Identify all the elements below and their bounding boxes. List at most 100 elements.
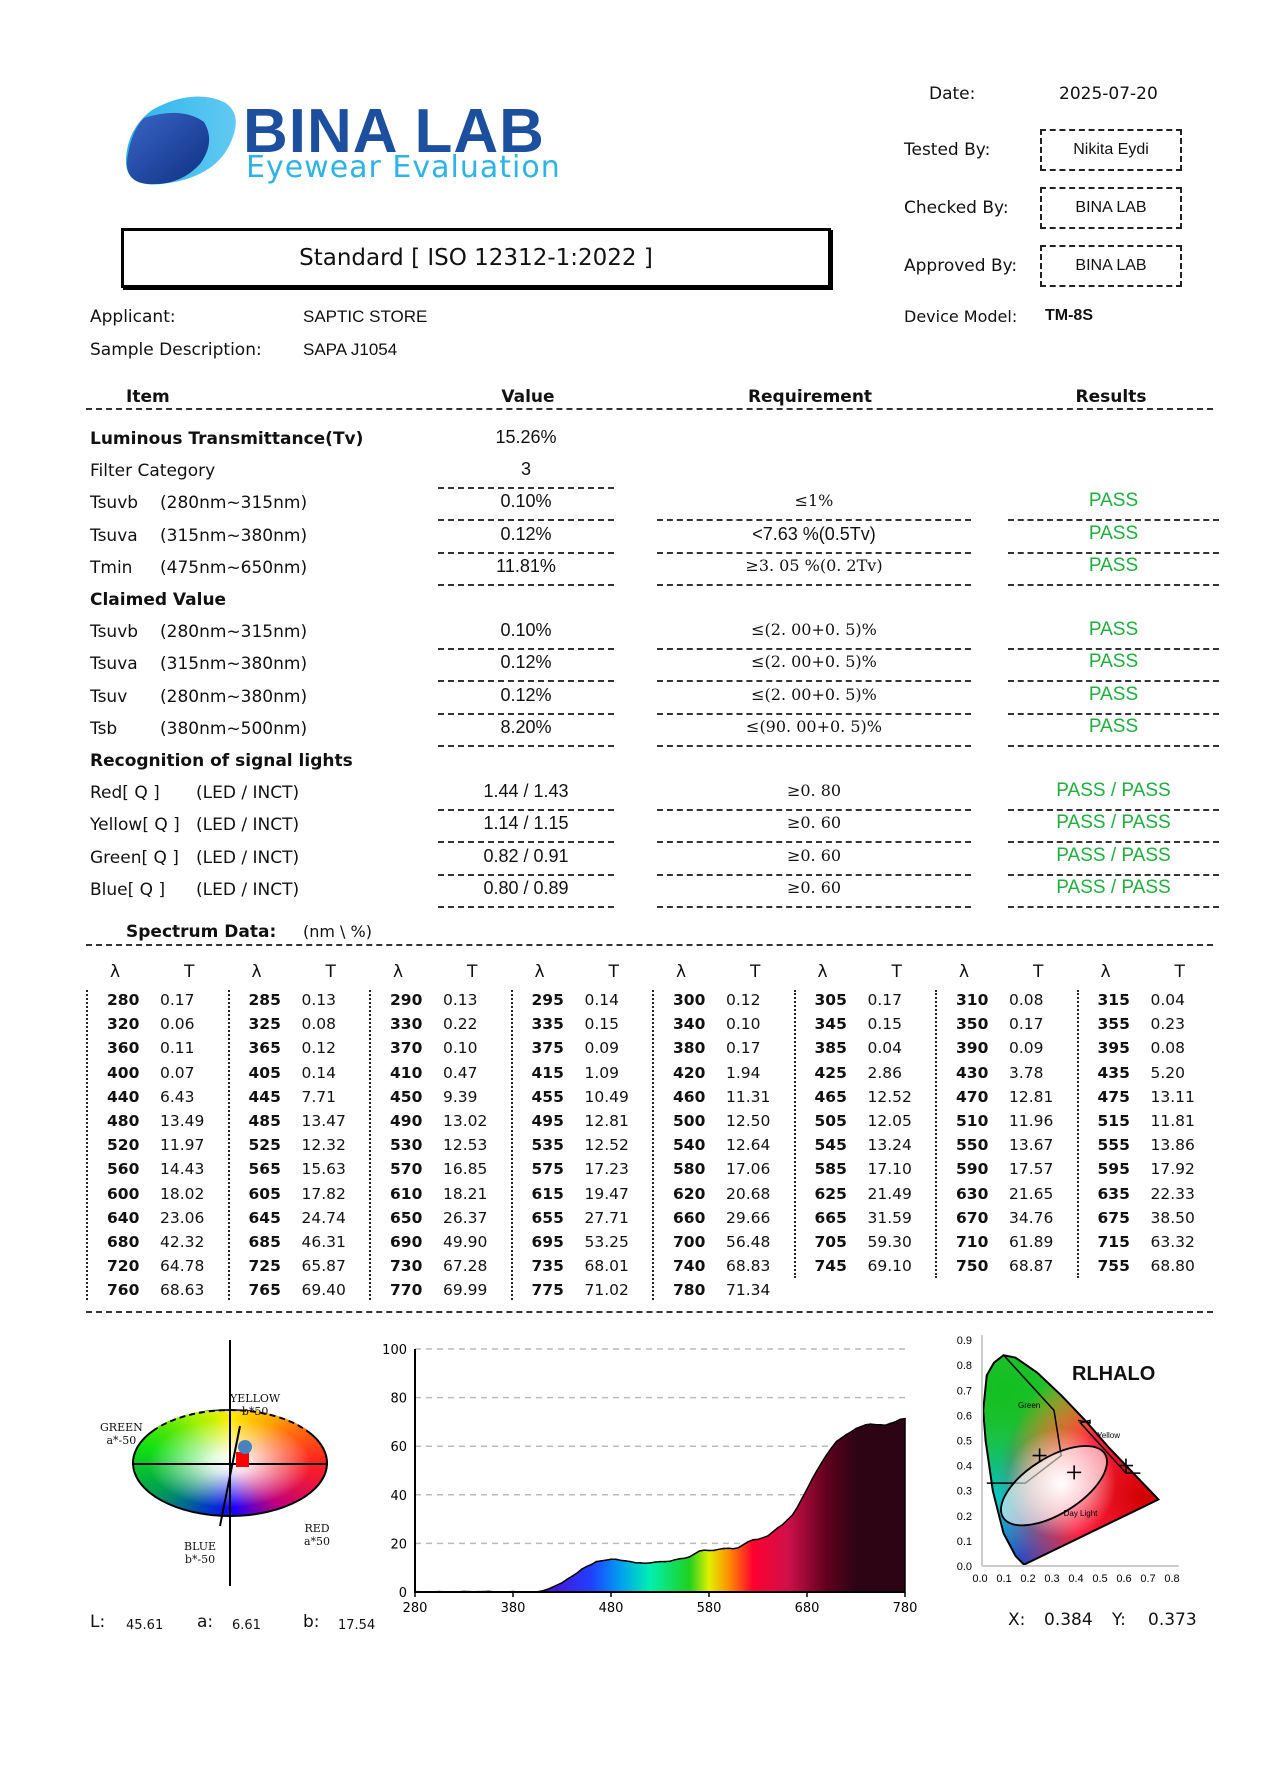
data-point bbox=[899, 1418, 901, 1421]
row-value: 1.14 / 1.15 bbox=[438, 813, 614, 844]
cie-y-label: Y: bbox=[1112, 1610, 1126, 1630]
wavelength-cell: 565 bbox=[248, 1160, 281, 1179]
transmittance-cell: 0.13 bbox=[301, 991, 337, 1009]
data-point bbox=[796, 1506, 798, 1509]
wavelength-cell: 355 bbox=[1097, 1015, 1130, 1034]
cie-x-tick: 0.1 bbox=[996, 1573, 1011, 1585]
wavelength-cell: 535 bbox=[531, 1136, 564, 1155]
row-value: 15.26% bbox=[495, 427, 557, 447]
data-point bbox=[610, 1558, 612, 1561]
row-value: 11.81% bbox=[438, 556, 614, 586]
wavelength-cell: 385 bbox=[814, 1039, 847, 1058]
row-result-badge: PASS bbox=[1008, 684, 1219, 715]
col-lambda: λ bbox=[817, 962, 828, 982]
col-lambda: λ bbox=[393, 962, 404, 982]
transmittance-cell: 0.17 bbox=[160, 991, 195, 1009]
wavelength-cell: 630 bbox=[956, 1184, 989, 1203]
row-item: Filter Category bbox=[90, 461, 216, 482]
row-result-badge: PASS / PASS bbox=[1008, 845, 1219, 876]
wavelength-cell: 490 bbox=[390, 1112, 423, 1130]
data-point bbox=[762, 1536, 764, 1539]
wavelength-cell: 325 bbox=[248, 1015, 281, 1034]
row-requirement: ≤(2. 00+0. 5)% bbox=[657, 652, 971, 683]
transmittance-cell: 13.11 bbox=[1150, 1087, 1195, 1106]
data-point bbox=[776, 1527, 779, 1529]
data-point bbox=[708, 1549, 710, 1552]
transmittance-cell: 64.78 bbox=[160, 1257, 205, 1276]
wavelength-cell: 570 bbox=[390, 1160, 423, 1179]
col-t: T bbox=[325, 962, 336, 982]
wavelength-cell: 415 bbox=[531, 1063, 564, 1082]
transmittance-cell: 12.53 bbox=[443, 1136, 488, 1155]
row-item: Red[ Q ] bbox=[90, 783, 160, 804]
data-point bbox=[806, 1488, 808, 1490]
column-divider bbox=[652, 990, 654, 1300]
data-point bbox=[624, 1560, 627, 1562]
wavelength-cell: 380 bbox=[673, 1039, 706, 1058]
data-point bbox=[688, 1556, 691, 1558]
data-point bbox=[590, 1563, 593, 1566]
row-range: (280nm~315nm) bbox=[160, 622, 308, 643]
data-point bbox=[659, 1560, 661, 1563]
wavelength-cell: 370 bbox=[390, 1039, 423, 1058]
transmittance-cell: 0.14 bbox=[584, 991, 620, 1009]
transmittance-cell: 0.17 bbox=[1009, 1015, 1044, 1034]
row-value: 0.82 / 0.91 bbox=[438, 846, 614, 876]
cie-x-tick: 0.7 bbox=[1140, 1573, 1155, 1585]
transmittance-cell: 21.49 bbox=[867, 1184, 912, 1203]
row-result-badge: PASS bbox=[1008, 490, 1219, 522]
row-requirement: ≥0. 80 bbox=[657, 781, 971, 812]
data-point bbox=[747, 1540, 749, 1543]
transmittance-cell: 0.04 bbox=[1150, 991, 1186, 1009]
approved-by-label: Approved By: bbox=[904, 256, 1018, 276]
lab-L-label: L: bbox=[90, 1612, 106, 1632]
data-point bbox=[894, 1421, 896, 1423]
cie-title: RLHALO bbox=[1072, 1363, 1156, 1385]
row-requirement: ≤1% bbox=[657, 491, 971, 522]
wavelength-cell: 625 bbox=[814, 1184, 847, 1203]
transmittance-cell: 27.71 bbox=[584, 1208, 629, 1227]
transmittance-cell: 12.05 bbox=[867, 1112, 912, 1130]
wavelength-cell: 665 bbox=[814, 1208, 847, 1227]
wavelength-cell: 700 bbox=[673, 1233, 706, 1251]
transmittance-cell: 13.24 bbox=[867, 1136, 912, 1155]
col-lambda: λ bbox=[110, 962, 121, 982]
transmittance-cell: 13.49 bbox=[160, 1112, 205, 1130]
transmittance-cell: 0.04 bbox=[867, 1039, 903, 1058]
lab-b-value: 17.54 bbox=[338, 1618, 376, 1633]
lab-a-label: a: bbox=[197, 1612, 214, 1632]
col-lambda: λ bbox=[676, 962, 687, 982]
data-point bbox=[830, 1447, 833, 1449]
row-requirement: ≤(90. 00+0. 5)% bbox=[657, 717, 971, 747]
cie-x-tick: 0.0 bbox=[972, 1573, 987, 1585]
transmittance-cell: 0.12 bbox=[726, 991, 761, 1009]
data-point bbox=[820, 1461, 823, 1464]
wavelength-cell: 505 bbox=[814, 1112, 847, 1130]
data-point bbox=[649, 1562, 651, 1564]
header-divider bbox=[86, 388, 1213, 410]
wavelength-cell: 515 bbox=[1097, 1112, 1130, 1130]
wavelength-cell: 310 bbox=[956, 991, 989, 1009]
logo-lens-icon bbox=[125, 96, 236, 185]
transmittance-cell: 1.94 bbox=[726, 1063, 761, 1082]
wavelength-cell: 375 bbox=[531, 1039, 564, 1058]
data-point bbox=[845, 1433, 847, 1436]
wavelength-cell: 485 bbox=[248, 1112, 281, 1130]
row-item: Green[ Q ] bbox=[90, 847, 179, 868]
cie-y-tick: 0.5 bbox=[957, 1436, 972, 1448]
transmittance-cell: 0.08 bbox=[1150, 1039, 1186, 1058]
green-reference-cross-icon bbox=[1032, 1448, 1047, 1463]
row-range: (280nm~380nm) bbox=[160, 686, 308, 707]
spectrum-area bbox=[414, 1417, 906, 1593]
data-point bbox=[571, 1575, 573, 1578]
row-range: (LED / INCT) bbox=[196, 783, 300, 804]
data-point bbox=[718, 1548, 720, 1551]
transmittance-cell: 68.01 bbox=[584, 1257, 629, 1276]
device-label: Device Model: bbox=[904, 307, 1018, 326]
wavelength-cell: 595 bbox=[1097, 1160, 1130, 1179]
data-point bbox=[669, 1560, 671, 1563]
spectrum-label: Spectrum Data: bbox=[126, 922, 277, 942]
transmittance-cell: 67.28 bbox=[443, 1257, 488, 1276]
cie-y-tick: 0.7 bbox=[957, 1385, 972, 1397]
row-item: Tsuvb bbox=[90, 493, 139, 514]
